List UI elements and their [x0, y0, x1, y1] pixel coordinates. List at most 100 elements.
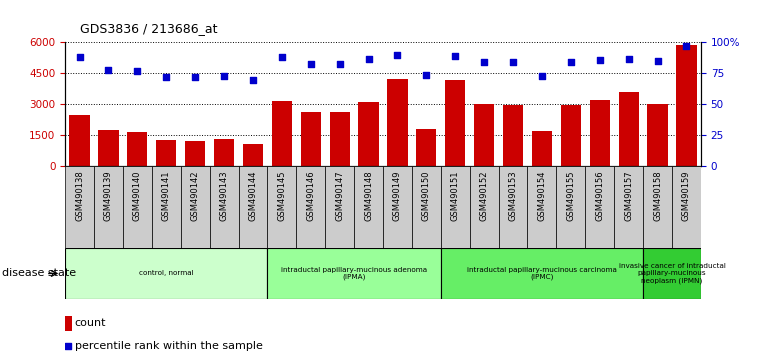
Text: GSM490148: GSM490148 — [364, 170, 373, 221]
Bar — [243, 144, 263, 166]
Point — [276, 55, 288, 60]
Bar — [98, 130, 119, 166]
Text: invasive cancer of intraductal
papillary-mucinous
neoplasm (IPMN): invasive cancer of intraductal papillary… — [619, 263, 725, 284]
Text: GSM490142: GSM490142 — [191, 170, 200, 221]
Bar — [214, 138, 234, 166]
Bar — [329, 112, 350, 166]
Point — [623, 56, 635, 62]
Bar — [470, 166, 499, 248]
Bar — [300, 112, 321, 166]
Point — [594, 57, 606, 63]
Text: GSM490157: GSM490157 — [624, 170, 633, 221]
Point — [131, 68, 143, 74]
Point — [74, 55, 86, 60]
Point — [218, 73, 231, 79]
Text: disease state: disease state — [2, 268, 76, 279]
Text: GSM490150: GSM490150 — [422, 170, 430, 221]
Text: GSM490151: GSM490151 — [450, 170, 460, 221]
Bar — [123, 166, 152, 248]
Bar — [585, 166, 614, 248]
Bar — [272, 101, 292, 166]
Bar — [65, 248, 267, 299]
Bar — [127, 132, 148, 166]
Bar — [590, 100, 610, 166]
Bar — [181, 166, 210, 248]
Text: GSM490139: GSM490139 — [104, 170, 113, 221]
Bar — [556, 166, 585, 248]
Text: GSM490140: GSM490140 — [133, 170, 142, 221]
Text: GSM490153: GSM490153 — [509, 170, 518, 221]
Text: intraductal papillary-mucinous carcinoma
(IPMC): intraductal papillary-mucinous carcinoma… — [467, 267, 617, 280]
Bar — [383, 166, 412, 248]
Point — [160, 74, 172, 80]
Bar — [296, 166, 326, 248]
Bar — [647, 104, 668, 166]
Point — [680, 44, 692, 49]
Text: GSM490156: GSM490156 — [595, 170, 604, 221]
Point — [449, 53, 461, 59]
Text: percentile rank within the sample: percentile rank within the sample — [75, 341, 263, 350]
Text: intraductal papillary-mucinous adenoma
(IPMA): intraductal papillary-mucinous adenoma (… — [281, 267, 427, 280]
Point — [62, 343, 74, 348]
Bar — [65, 166, 94, 248]
Bar — [238, 166, 267, 248]
Text: GSM490145: GSM490145 — [277, 170, 286, 221]
Point — [362, 56, 375, 62]
Bar — [676, 45, 696, 166]
Text: GDS3836 / 213686_at: GDS3836 / 213686_at — [80, 22, 218, 35]
Point — [391, 52, 404, 58]
Point — [333, 61, 345, 67]
Bar — [643, 166, 672, 248]
Text: GSM490155: GSM490155 — [566, 170, 575, 221]
Text: GSM490152: GSM490152 — [480, 170, 489, 221]
Point — [535, 73, 548, 79]
Bar — [267, 248, 440, 299]
Bar — [388, 79, 408, 166]
Point — [507, 59, 519, 65]
Point — [103, 67, 115, 73]
Bar — [643, 248, 701, 299]
Bar — [614, 166, 643, 248]
Point — [247, 77, 259, 82]
Bar — [416, 129, 437, 166]
Bar — [152, 166, 181, 248]
Bar — [499, 166, 528, 248]
Bar — [326, 166, 354, 248]
Text: GSM490141: GSM490141 — [162, 170, 171, 221]
Point — [189, 74, 201, 80]
Bar — [267, 166, 296, 248]
Text: GSM490154: GSM490154 — [538, 170, 546, 221]
Text: control, normal: control, normal — [139, 270, 194, 276]
Bar — [70, 115, 90, 166]
Bar — [528, 166, 556, 248]
Bar — [532, 131, 552, 166]
Bar — [412, 166, 440, 248]
Bar — [440, 166, 470, 248]
Text: GSM490147: GSM490147 — [336, 170, 344, 221]
Text: GSM490159: GSM490159 — [682, 170, 691, 221]
Bar — [445, 80, 466, 166]
Bar — [440, 248, 643, 299]
Text: GSM490158: GSM490158 — [653, 170, 662, 221]
Bar — [185, 141, 205, 166]
Bar — [65, 316, 72, 331]
Point — [651, 58, 663, 64]
Point — [421, 72, 433, 78]
Bar — [354, 166, 383, 248]
Bar — [474, 104, 494, 166]
Bar — [210, 166, 238, 248]
Point — [305, 61, 317, 67]
Bar — [358, 102, 378, 166]
Bar — [503, 105, 523, 166]
Text: GSM490146: GSM490146 — [306, 170, 316, 221]
Text: GSM490143: GSM490143 — [220, 170, 228, 221]
Bar — [156, 139, 176, 166]
Bar — [561, 105, 581, 166]
Text: count: count — [75, 318, 106, 328]
Bar — [618, 92, 639, 166]
Bar — [672, 166, 701, 248]
Text: GSM490149: GSM490149 — [393, 170, 402, 221]
Text: GSM490138: GSM490138 — [75, 170, 84, 221]
Point — [478, 59, 490, 65]
Point — [565, 59, 577, 65]
